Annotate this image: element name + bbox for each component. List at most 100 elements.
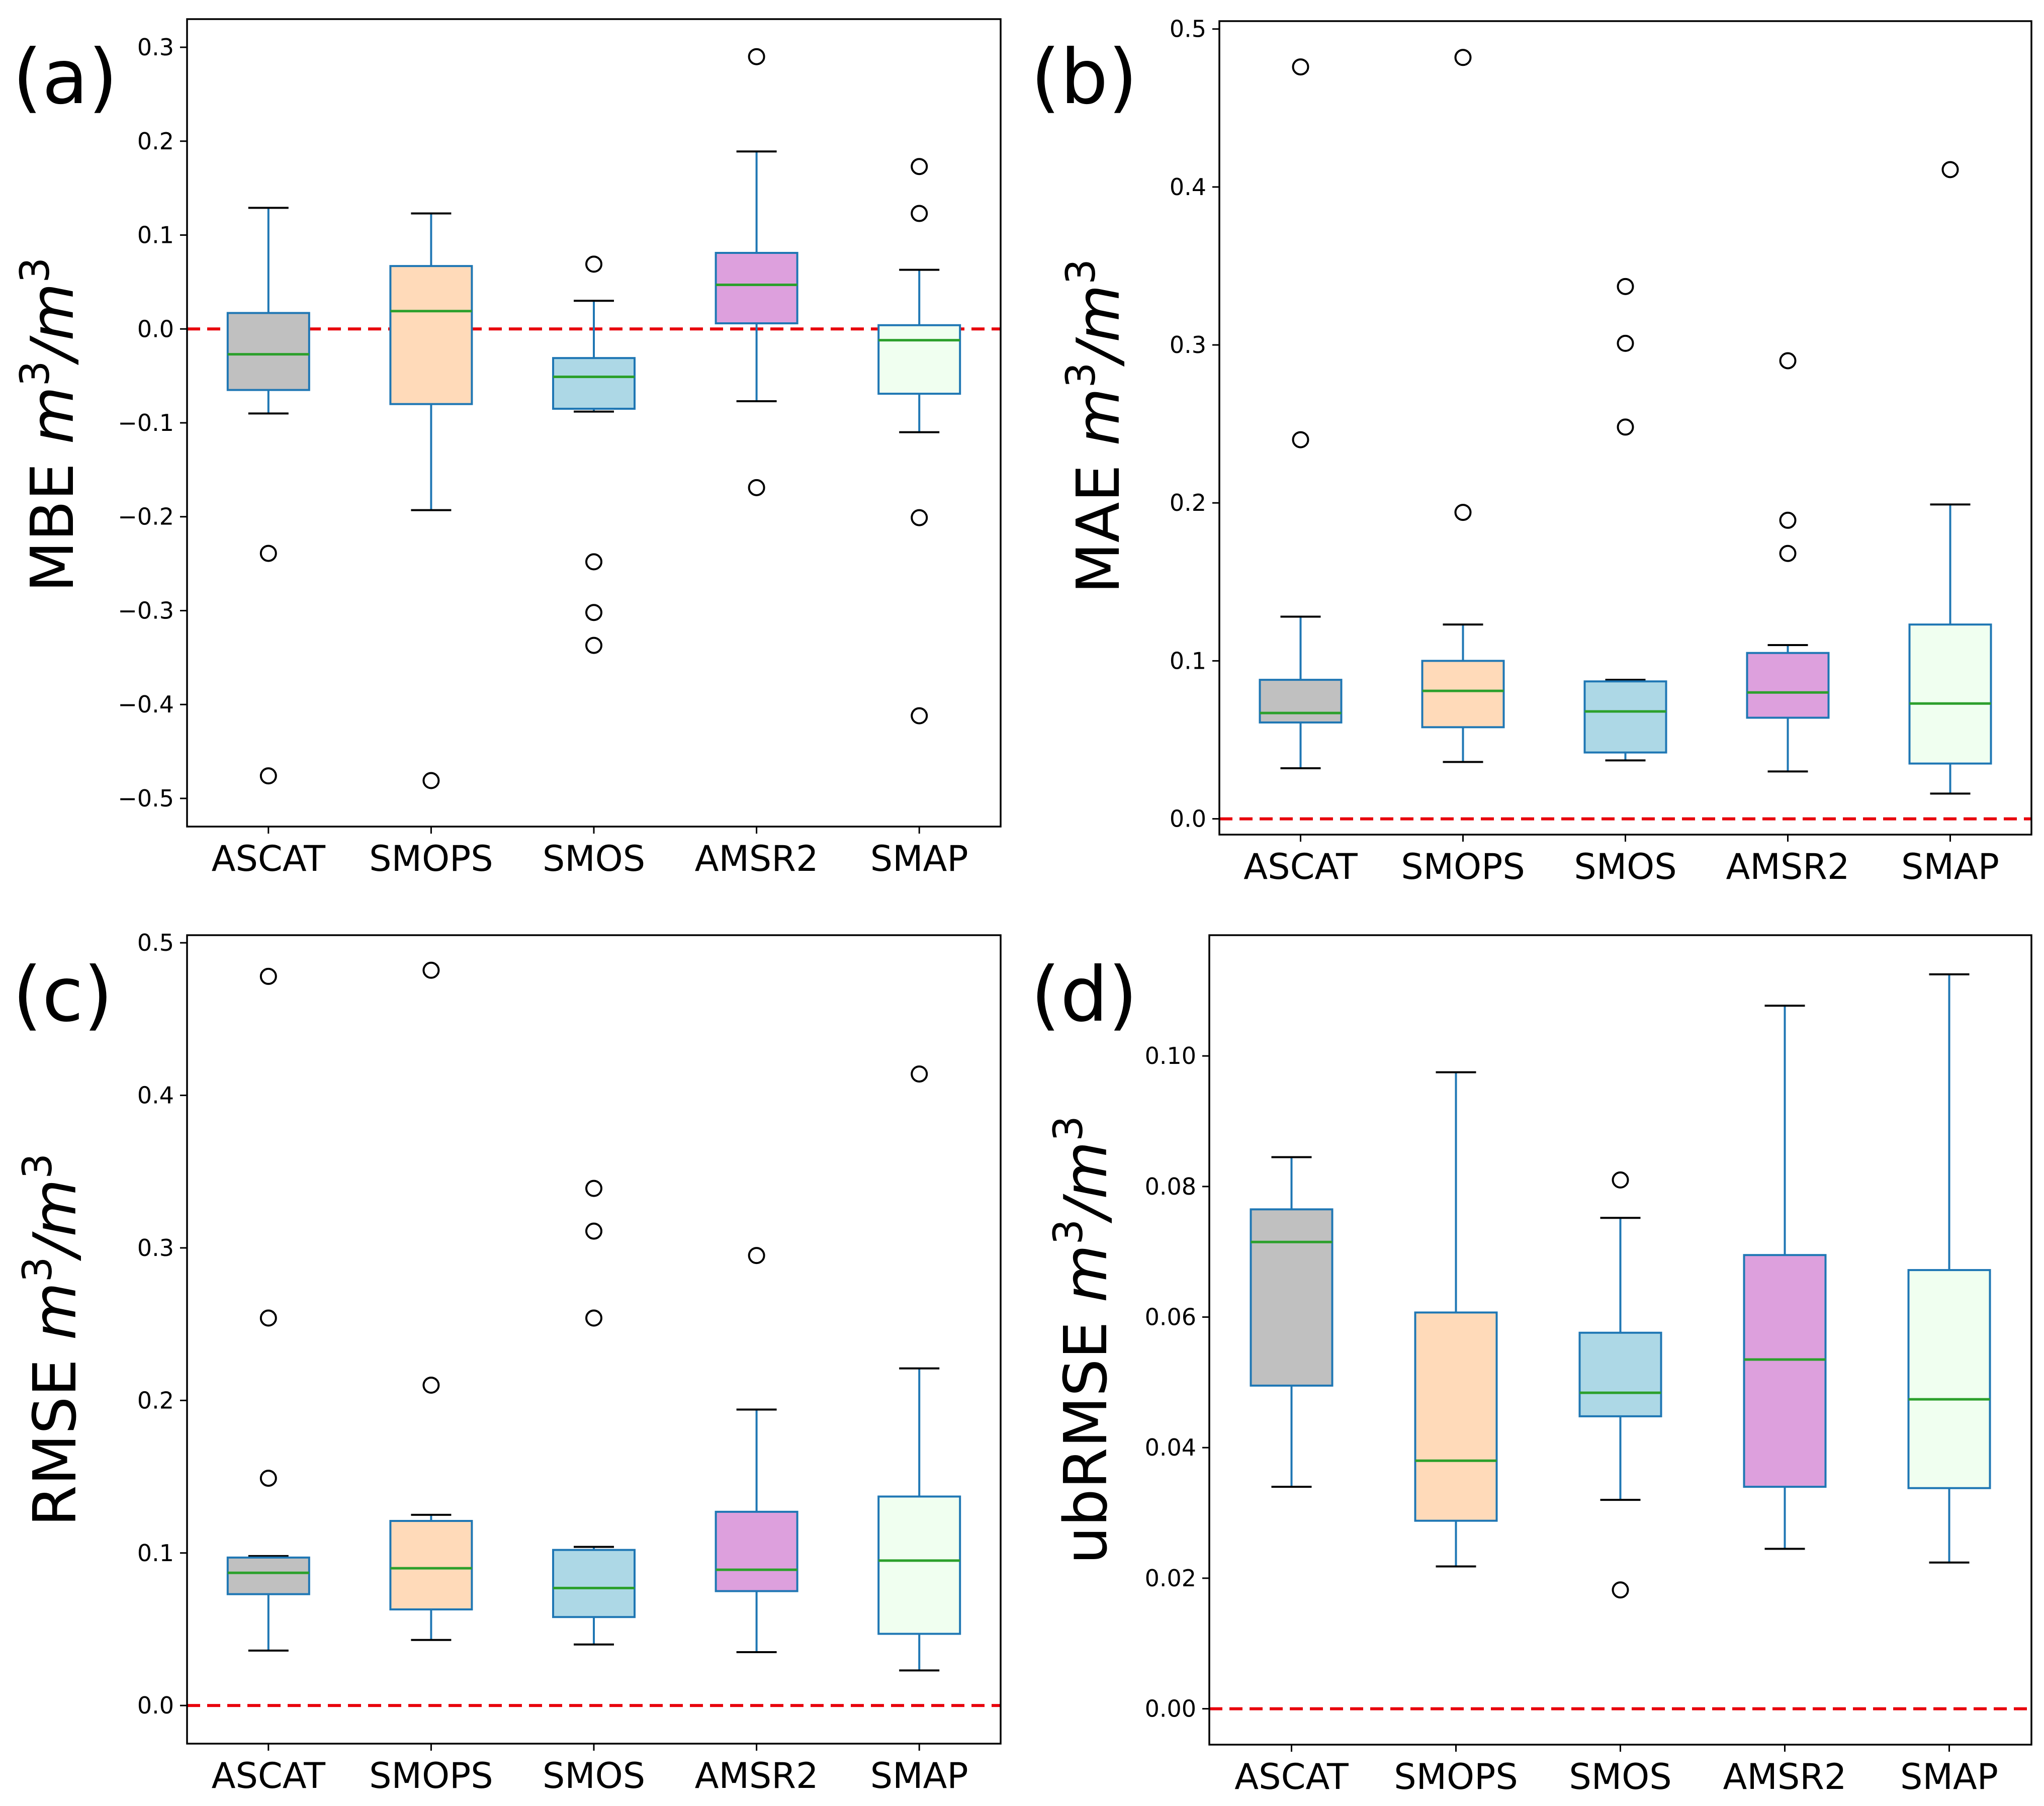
y-tick-label: 0.0 [1170, 805, 1206, 833]
box-smap [877, 1065, 961, 1672]
outlier-point [1941, 161, 1959, 178]
box-smap [877, 158, 961, 725]
iqr-box [1250, 1208, 1334, 1387]
box-ascat [226, 207, 310, 785]
box-smops [389, 961, 473, 1641]
iqr-box [1578, 1331, 1662, 1417]
box-smap [1908, 161, 1992, 795]
box-ascat [226, 967, 310, 1652]
box-smops [1414, 1071, 1498, 1568]
x-tick-label: SMAP [1901, 846, 1999, 887]
y-axis-title-metric: MBE [18, 444, 87, 592]
y-tick-label: 0.3 [137, 34, 174, 61]
outlier-point [1617, 278, 1634, 295]
y-axis-title: MAE m3/m3 [1057, 259, 1133, 594]
y-tick-label: 0.06 [1145, 1304, 1196, 1331]
x-tick-label: SMOS [1574, 846, 1676, 887]
plot-frame [186, 18, 1002, 828]
outlier-point [585, 637, 602, 654]
y-axis-unit-denominator: m [18, 283, 87, 341]
y-tick-label: 0.3 [137, 1234, 174, 1261]
outlier-point [1779, 511, 1797, 529]
y-tick-label: 0.2 [1170, 489, 1206, 516]
box-ascat [1259, 58, 1343, 770]
outlier-point [911, 707, 928, 725]
iqr-box [1414, 1311, 1498, 1522]
x-tick-label: SMOPS [1394, 1756, 1518, 1797]
y-axis-unit-exponent: 3 [1045, 1219, 1092, 1245]
box-amsr2 [715, 1247, 798, 1653]
y-tick-label: 0.3 [1170, 331, 1206, 358]
y-tick-label: 0.1 [137, 222, 174, 249]
outlier-point [1292, 431, 1309, 448]
box-amsr2 [1743, 1005, 1827, 1550]
outlier-point [1779, 352, 1797, 370]
iqr-box [1583, 680, 1667, 754]
y-axis-title-metric: RMSE [20, 1340, 90, 1526]
y-tick-label: 0.5 [137, 929, 174, 956]
x-tick-label: ASCAT [1234, 1756, 1349, 1797]
y-axis-title: MBE m3/m3 [12, 257, 87, 592]
x-tick-label: AMSR2 [695, 838, 819, 879]
outlier-point [1454, 49, 1472, 66]
x-tick-label: AMSR2 [1723, 1756, 1847, 1797]
y-axis-title-metric: MAE [1063, 445, 1133, 594]
iqr-box [226, 1556, 310, 1595]
y-tick-label: 0.08 [1145, 1173, 1196, 1200]
y-tick-label: −0.1 [118, 409, 174, 436]
x-tick-label: SMOS [543, 838, 645, 879]
y-axis-unit-numerator: m [1063, 388, 1133, 445]
panel-c: (c) RMSE m3/m3 0.0 0.1 0.2 0.3 0.4 0.5 ASCAT SMOP… [13, 929, 1002, 1796]
outlier-point [911, 205, 928, 222]
plot-frame [1208, 934, 2032, 1746]
x-tick-label: SMOPS [1401, 846, 1525, 887]
y-axis-unit-exponent: 3 [1057, 363, 1104, 388]
x-tick-label: SMAP [870, 838, 968, 879]
y-axis-unit-exponent: 3 [1045, 1116, 1092, 1141]
y-tick-label: −0.5 [118, 785, 174, 812]
outlier-point [1612, 1171, 1629, 1189]
y-tick-label: 0.04 [1145, 1434, 1196, 1461]
outlier-point [259, 1470, 277, 1487]
x-tick-label: SMOS [543, 1755, 645, 1796]
outlier-point [1617, 418, 1634, 436]
outlier-point [1779, 545, 1797, 562]
outlier-point [585, 255, 602, 273]
x-tick-label: SMOPS [369, 1755, 493, 1796]
box-ascat [1250, 1156, 1334, 1488]
y-axis-unit-denominator: m [1051, 1141, 1120, 1199]
outlier-point [422, 1377, 440, 1394]
outlier-point [911, 1065, 928, 1083]
outlier-point [422, 961, 440, 979]
outlier-point [748, 479, 765, 496]
iqr-box [1907, 1269, 1991, 1489]
box-amsr2 [1746, 352, 1830, 773]
outlier-point [585, 553, 602, 571]
panel-label: (b) [1031, 34, 1137, 121]
x-tick-label: ASCAT [212, 1755, 326, 1796]
y-tick-label: 0.2 [137, 128, 174, 155]
box-smos [552, 255, 636, 654]
iqr-box [715, 251, 798, 325]
y-tick-label: −0.3 [118, 597, 174, 624]
y-axis-unit-exponent: 3 [12, 257, 58, 283]
x-tick-label: ASCAT [1243, 846, 1358, 887]
outlier-point [259, 967, 277, 985]
box-smap [1907, 973, 1991, 1564]
y-tick-label: 0.4 [137, 1082, 174, 1109]
outlier-point [748, 1247, 765, 1265]
outlier-point [585, 604, 602, 621]
outlier-point [422, 772, 440, 789]
box-amsr2 [715, 48, 798, 496]
y-axis-title: ubRMSE m3/m3 [1045, 1116, 1120, 1564]
outlier-point [1617, 334, 1634, 352]
plot-frame [1218, 20, 2032, 836]
outlier-point [1454, 504, 1472, 521]
y-axis-unit-numerator: m [18, 386, 87, 444]
iqr-box [1421, 660, 1505, 729]
x-tick-label: SMAP [870, 1755, 968, 1796]
iqr-box [389, 1520, 473, 1611]
panel-b: (b) MAE m3/m3 0.0 0.1 0.2 0.3 0.4 0.5 ASCAT SMOPS… [1031, 16, 2032, 887]
y-axis-unit-exponent: 3 [12, 360, 58, 386]
outlier-point [259, 545, 277, 562]
